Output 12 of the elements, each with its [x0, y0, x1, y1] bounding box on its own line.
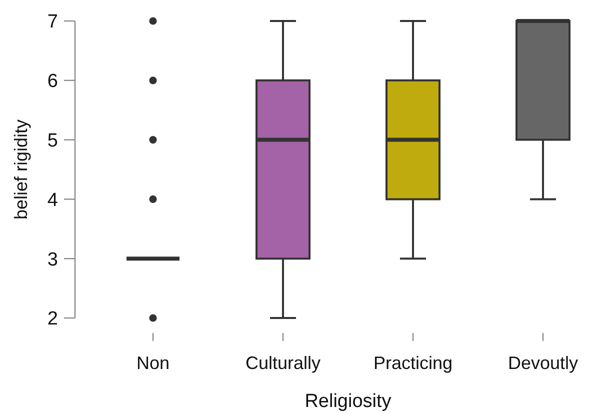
y-axis-title: belief rigidity — [11, 119, 31, 220]
x-tick-label: Practicing — [373, 353, 453, 373]
y-tick-label: 2 — [47, 308, 58, 330]
y-tick-label: 7 — [47, 12, 58, 33]
x-tick-label: Devoutly — [508, 353, 578, 373]
y-tick-label: 5 — [47, 130, 58, 152]
x-tick-label: Non — [136, 353, 170, 373]
y-tick-label: 3 — [47, 249, 58, 270]
x-tick-label: Culturally — [245, 353, 321, 373]
y-tick-label: 6 — [47, 71, 58, 92]
y-tick-label: 4 — [47, 190, 58, 211]
x-axis-title: Religiosity — [304, 391, 392, 412]
